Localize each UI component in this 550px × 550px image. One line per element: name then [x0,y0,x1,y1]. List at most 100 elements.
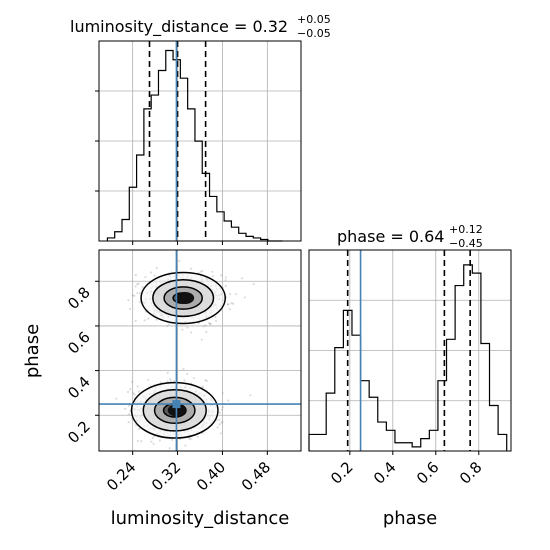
scatter-point [209,322,212,326]
phase-title: phase = 0.64 [337,227,444,246]
scatter-point [205,379,208,383]
scatter-point [249,394,252,397]
scatter-point [129,388,132,391]
scatter-point [134,274,137,277]
scatter-point [214,315,217,319]
scatter-point [131,294,134,297]
scatter-point [172,380,176,383]
truth-marker [172,400,181,409]
scatter-point [201,385,204,388]
scatter-point [182,367,185,371]
luminosity-title-upper: +0.05 [297,13,331,26]
scatter-point [208,321,211,325]
scatter-point [208,322,211,325]
y-tick-label: 0.6 [64,328,94,358]
y-tick-label: 0.8 [64,283,94,313]
scatter-point [147,317,150,320]
scatter-point [138,292,142,295]
scatter-point [128,307,132,311]
scatter-point [141,286,144,289]
phase-title-upper: +0.12 [449,223,483,236]
scatter-point [231,302,235,305]
phase-x-axis-label: phase [383,508,437,529]
scatter-point [152,442,155,446]
scatter-point [234,292,237,296]
scatter-point [214,319,218,322]
scatter-point [199,270,202,273]
scatter-point [137,282,140,285]
scatter-point [136,283,139,286]
scatter-point [138,427,141,430]
x-axis-label: luminosity_distance [111,508,290,529]
scatter-point [136,292,139,295]
scatter-point [241,277,244,280]
scatter-point [221,420,224,423]
scatter-point [224,276,227,279]
x-tick-label: 0.6 [413,458,443,488]
scatter-point [136,439,140,442]
scatter-point [189,267,193,270]
scatter-point [216,426,219,429]
scatter-point [140,440,143,443]
scatter-point [192,376,195,380]
scatter-point [204,379,207,382]
scatter-point [221,392,224,395]
scatter-point [224,284,227,288]
x-tick-label: 0.48 [238,458,274,494]
y-axis-label: phase [22,324,43,378]
x-tick-label: 0.40 [193,458,229,494]
scatter-point [155,267,158,270]
luminosity-histogram-step [106,49,283,242]
joint-plot-area [99,250,301,451]
scatter-point [130,380,134,383]
lower-mode-contours [130,381,219,439]
scatter-point [124,407,127,411]
scatter-point [155,318,158,321]
scatter-point [228,308,231,311]
scatter-point [218,418,221,421]
x-tick-label: 0.4 [370,458,400,488]
scatter-point [211,275,214,278]
upper-mode-contours [140,271,227,325]
scatter-point [136,385,139,388]
scatter-point [147,378,150,381]
density-peak [176,292,195,305]
scatter-point [153,274,156,277]
scatter-point [168,447,171,450]
scatter-point [227,399,230,402]
scatter-point [189,438,192,441]
phase-title-lower: −0.45 [449,237,483,250]
scatter-point [132,392,135,395]
phase-hist-grid [309,250,511,451]
scatter-point [166,371,169,375]
scatter-point [127,421,130,424]
scatter-point [218,423,221,426]
x-tick-label: 0.24 [103,458,139,494]
scatter-point [224,279,227,282]
scatter-point [243,296,246,299]
scatter-point [202,325,205,328]
scatter-point [171,438,174,441]
scatter-point [200,338,203,341]
scatter-point [205,331,208,334]
phase-histogram-step [308,264,508,451]
scatter-point [143,319,146,322]
scatter-point [201,269,204,272]
scatter-point [150,440,153,443]
scatter-point [220,408,224,411]
luminosity-title-lower: −0.05 [297,27,331,40]
scatter-point [169,378,172,381]
scatter-point [137,390,140,393]
scatter-point [211,270,214,273]
scatter-point [126,390,130,394]
scatter-point [218,411,222,414]
scatter-point [220,421,223,424]
y-tick-label: 0.4 [64,373,94,403]
scatter-point [178,259,181,262]
x-tick-label: 0.32 [148,458,184,494]
scatter-point [166,325,169,328]
scatter-point [134,285,137,288]
scatter-point [186,372,189,376]
x-tick-label: 0.8 [456,458,486,488]
scatter-point [221,406,224,409]
